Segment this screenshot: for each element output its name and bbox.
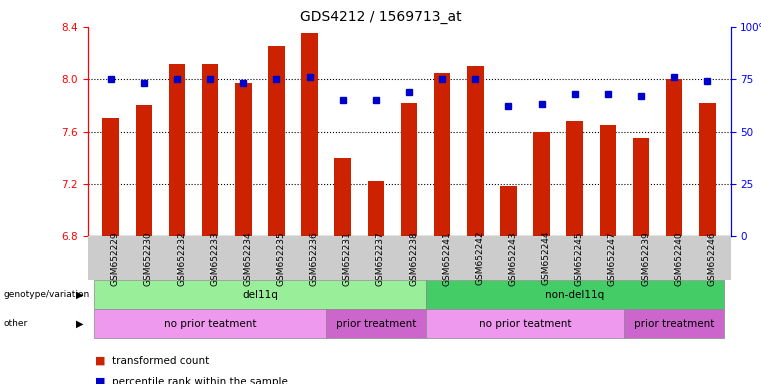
Text: GSM652244: GSM652244: [542, 231, 551, 285]
Text: GSM652238: GSM652238: [409, 231, 418, 286]
Text: GSM652247: GSM652247: [608, 231, 617, 286]
Bar: [600, 125, 616, 236]
Bar: [401, 103, 417, 236]
Text: GSM652232: GSM652232: [177, 231, 186, 286]
Text: transformed count: transformed count: [112, 356, 209, 366]
Text: GSM652233: GSM652233: [210, 231, 219, 286]
Bar: [334, 158, 351, 236]
Bar: [169, 63, 185, 236]
Text: GSM652246: GSM652246: [708, 231, 716, 286]
Text: no prior teatment: no prior teatment: [164, 318, 256, 329]
Text: prior treatment: prior treatment: [336, 318, 416, 329]
Text: GSM652237: GSM652237: [376, 231, 385, 286]
Bar: [103, 118, 119, 236]
Bar: [235, 83, 252, 236]
Text: ■: ■: [95, 356, 109, 366]
Bar: [500, 187, 517, 236]
Bar: [533, 131, 550, 236]
Text: GSM652240: GSM652240: [674, 231, 683, 286]
Text: percentile rank within the sample: percentile rank within the sample: [112, 377, 288, 384]
Text: GSM652229: GSM652229: [110, 231, 119, 286]
Bar: [368, 181, 384, 236]
Text: ▶: ▶: [76, 290, 84, 300]
Bar: [135, 105, 152, 236]
Bar: [434, 73, 451, 236]
Text: GSM652243: GSM652243: [508, 231, 517, 286]
Text: del11q: del11q: [242, 290, 278, 300]
Text: ▶: ▶: [76, 318, 84, 329]
Text: non-del11q: non-del11q: [545, 290, 604, 300]
Text: GSM652234: GSM652234: [244, 231, 253, 286]
Text: GSM652230: GSM652230: [144, 231, 153, 286]
Text: GSM652236: GSM652236: [310, 231, 319, 286]
Text: GDS4212 / 1569713_at: GDS4212 / 1569713_at: [300, 10, 461, 23]
Bar: [202, 63, 218, 236]
Bar: [699, 103, 715, 236]
Bar: [633, 138, 649, 236]
Text: GSM652231: GSM652231: [342, 231, 352, 286]
Text: ■: ■: [95, 377, 109, 384]
Bar: [666, 79, 683, 236]
Text: other: other: [4, 319, 28, 328]
Text: GSM652241: GSM652241: [442, 231, 451, 286]
Bar: [301, 33, 318, 236]
Text: GSM652245: GSM652245: [575, 231, 584, 286]
Text: GSM652242: GSM652242: [476, 231, 484, 285]
Text: no prior teatment: no prior teatment: [479, 318, 572, 329]
Text: genotype/variation: genotype/variation: [4, 290, 90, 299]
Text: GSM652239: GSM652239: [641, 231, 650, 286]
Bar: [268, 46, 285, 236]
Bar: [467, 66, 484, 236]
Text: GSM652235: GSM652235: [276, 231, 285, 286]
Bar: [566, 121, 583, 236]
Text: prior treatment: prior treatment: [634, 318, 715, 329]
